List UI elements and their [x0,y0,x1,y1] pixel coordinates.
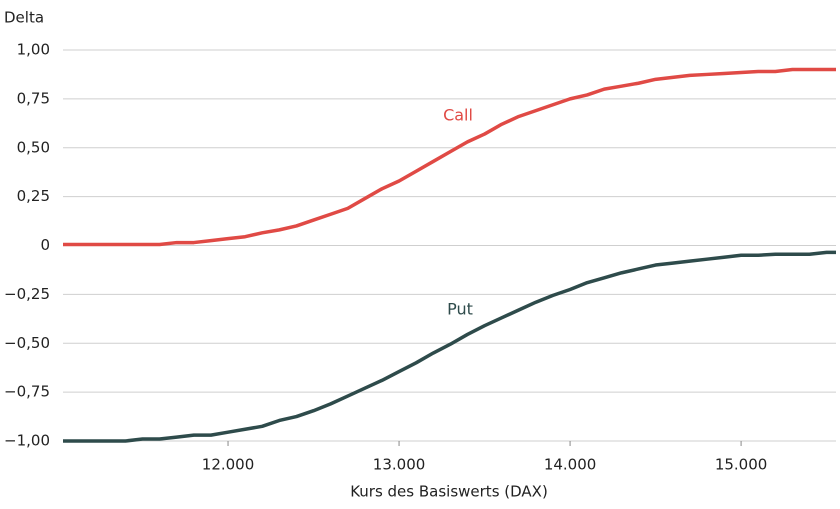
y-tick-label: −0,25 [4,285,50,303]
y-tick-label: −0,50 [4,334,50,352]
x-tick-label: 15.000 [715,456,768,474]
y-tick-label: 0,25 [17,187,50,205]
y-axis-label: Delta [4,9,44,27]
y-tick-label: 0,50 [17,138,50,156]
series-label: Put [447,300,473,319]
y-tick-label: 0,75 [17,89,50,107]
series-line [63,250,836,443]
y-tick-label: −0,75 [4,383,50,401]
y-tick-label: 0 [40,236,50,254]
x-axis-label: Kurs des Basiswerts (DAX) [350,483,548,501]
y-tick-label: 1,00 [17,41,50,59]
x-tick-label: 12.000 [202,456,255,474]
series-label: Call [443,106,473,125]
series-line [63,67,836,247]
x-tick-label: 14.000 [544,456,597,474]
x-tick-label: 13.000 [373,456,426,474]
y-tick-label: −1,00 [4,432,50,450]
